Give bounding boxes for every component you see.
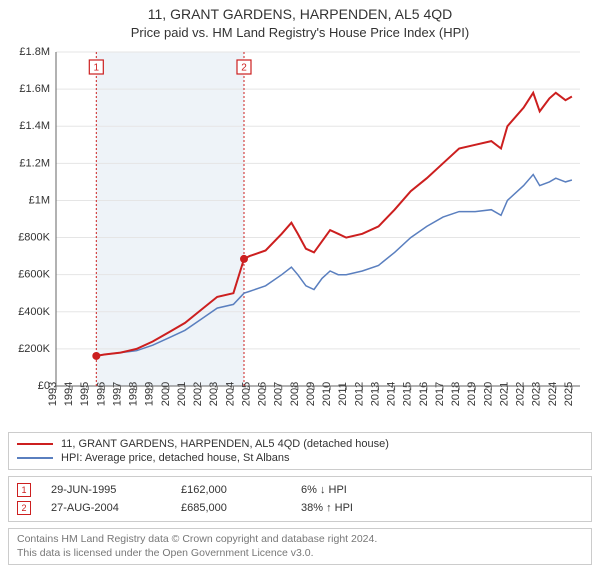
svg-text:2023: 2023: [531, 382, 543, 406]
svg-text:2020: 2020: [482, 382, 494, 406]
chart-svg: £0£200K£400K£600K£800K£1M£1.2M£1.4M£1.6M…: [8, 46, 588, 426]
svg-text:£200K: £200K: [18, 343, 50, 355]
svg-text:2007: 2007: [273, 382, 285, 406]
svg-text:£1.2M: £1.2M: [19, 157, 50, 169]
svg-text:2019: 2019: [466, 382, 478, 406]
title-line2: Price paid vs. HM Land Registry's House …: [8, 25, 592, 40]
svg-text:1994: 1994: [63, 382, 75, 406]
svg-text:1993: 1993: [47, 382, 59, 406]
svg-text:2004: 2004: [224, 382, 236, 406]
transaction-marker: 2: [17, 501, 31, 515]
svg-text:2021: 2021: [498, 382, 510, 406]
svg-text:2002: 2002: [192, 382, 204, 406]
svg-text:2005: 2005: [240, 382, 252, 406]
transaction-delta: 6% ↓ HPI: [301, 484, 583, 496]
svg-text:2001: 2001: [176, 382, 188, 406]
transaction-marker: 1: [17, 483, 31, 497]
svg-text:2008: 2008: [289, 382, 301, 406]
svg-text:2000: 2000: [160, 382, 172, 406]
legend-label-a: 11, GRANT GARDENS, HARPENDEN, AL5 4QD (d…: [61, 438, 389, 450]
transaction-list: 1 29-JUN-1995£162,0006% ↓ HPI 2 27-AUG-2004…: [8, 476, 592, 522]
footer-line1: Contains HM Land Registry data © Crown c…: [17, 533, 583, 547]
footer-line2: This data is licensed under the Open Gov…: [17, 547, 583, 561]
svg-text:1996: 1996: [95, 382, 107, 406]
line-chart: £0£200K£400K£600K£800K£1M£1.2M£1.4M£1.6M…: [8, 46, 588, 426]
svg-text:2006: 2006: [257, 382, 269, 406]
svg-text:£1M: £1M: [29, 194, 50, 206]
svg-text:2025: 2025: [563, 382, 575, 406]
svg-text:2017: 2017: [434, 382, 446, 406]
transaction-row: 1 29-JUN-1995£162,0006% ↓ HPI: [17, 481, 583, 499]
svg-text:1: 1: [94, 63, 100, 74]
svg-text:2003: 2003: [208, 382, 220, 406]
transaction-price: £685,000: [181, 502, 301, 514]
chart-container: 11, GRANT GARDENS, HARPENDEN, AL5 4QD Pr…: [0, 0, 600, 571]
legend-item-a: 11, GRANT GARDENS, HARPENDEN, AL5 4QD (d…: [17, 437, 583, 451]
svg-text:2022: 2022: [515, 382, 527, 406]
svg-text:2015: 2015: [402, 382, 414, 406]
svg-text:2016: 2016: [418, 382, 430, 406]
legend: 11, GRANT GARDENS, HARPENDEN, AL5 4QD (d…: [8, 432, 592, 470]
transaction-delta: 38% ↑ HPI: [301, 502, 583, 514]
transaction-date: 27-AUG-2004: [51, 502, 181, 514]
svg-text:£1.4M: £1.4M: [19, 120, 50, 132]
svg-text:£400K: £400K: [18, 306, 50, 318]
svg-text:2010: 2010: [321, 382, 333, 406]
svg-text:1997: 1997: [111, 382, 123, 406]
transaction-price: £162,000: [181, 484, 301, 496]
legend-item-b: HPI: Average price, detached house, St A…: [17, 451, 583, 465]
title-line1: 11, GRANT GARDENS, HARPENDEN, AL5 4QD: [8, 6, 592, 22]
svg-text:2024: 2024: [547, 382, 559, 406]
svg-text:£600K: £600K: [18, 269, 50, 281]
svg-text:£800K: £800K: [18, 232, 50, 244]
svg-text:1995: 1995: [79, 382, 91, 406]
svg-text:£1.8M: £1.8M: [19, 46, 50, 58]
legend-swatch-a: [17, 443, 53, 445]
legend-label-b: HPI: Average price, detached house, St A…: [61, 452, 290, 464]
svg-text:2013: 2013: [369, 382, 381, 406]
svg-text:2: 2: [241, 63, 247, 74]
transaction-row: 2 27-AUG-2004£685,00038% ↑ HPI: [17, 499, 583, 517]
svg-text:£1.6M: £1.6M: [19, 83, 50, 95]
svg-text:1999: 1999: [144, 382, 156, 406]
svg-text:1998: 1998: [128, 382, 140, 406]
svg-text:2018: 2018: [450, 382, 462, 406]
svg-text:2009: 2009: [305, 382, 317, 406]
transaction-date: 29-JUN-1995: [51, 484, 181, 496]
svg-text:2014: 2014: [386, 382, 398, 406]
svg-text:2012: 2012: [353, 382, 365, 406]
title-block: 11, GRANT GARDENS, HARPENDEN, AL5 4QD Pr…: [8, 6, 592, 40]
legend-swatch-b: [17, 457, 53, 459]
